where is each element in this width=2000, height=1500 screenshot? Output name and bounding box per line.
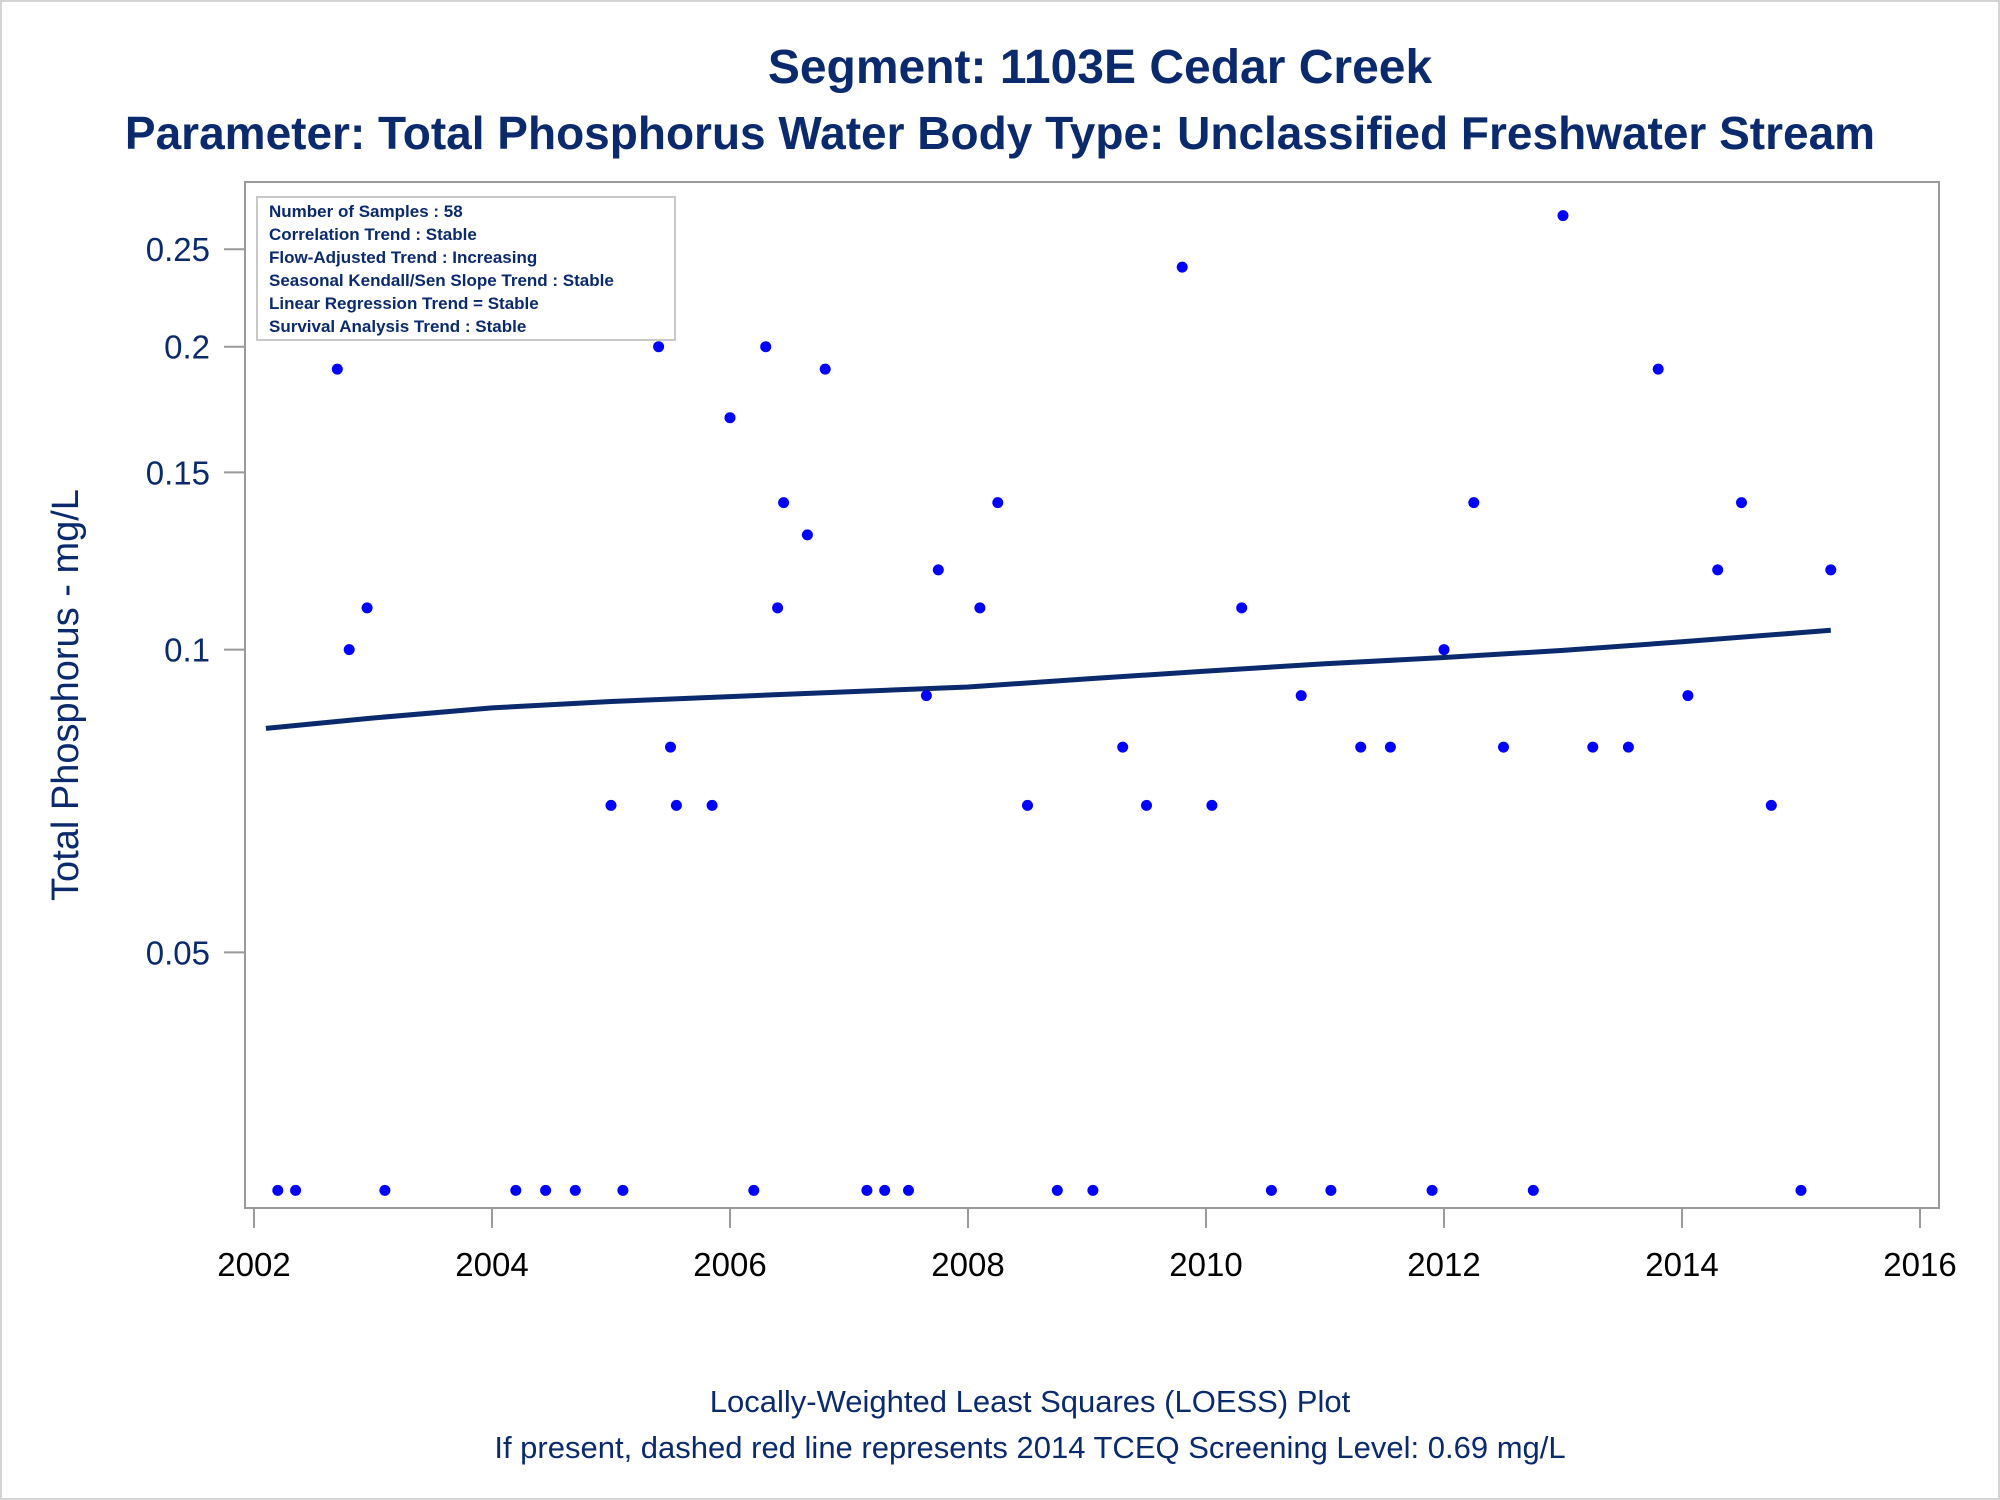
x-tick-label: 2002 (217, 1246, 290, 1283)
data-points-layer (272, 210, 1837, 1196)
data-point (331, 363, 343, 375)
data-point (653, 341, 665, 353)
data-point (1295, 690, 1307, 702)
y-tick-label: 0.25 (146, 231, 210, 268)
data-point (1384, 741, 1396, 753)
x-tick-label: 2010 (1169, 1246, 1242, 1283)
data-point (1498, 741, 1509, 753)
stats-legend-line: Linear Regression Trend = Stable (269, 294, 539, 313)
data-point (879, 1184, 891, 1196)
data-point (670, 799, 682, 811)
data-point (861, 1184, 873, 1196)
y-tick-label: 0.05 (146, 934, 210, 971)
data-point (1438, 644, 1450, 656)
x-axis: 2002 2004 2006 2008 2010 2012 2014 2016 (217, 1208, 1957, 1283)
data-point (1176, 261, 1188, 273)
footnote-method: Locally-Weighted Least Squares (LOESS) P… (709, 1384, 1351, 1419)
data-point (1087, 1184, 1099, 1196)
data-point (974, 602, 986, 614)
data-point (1825, 564, 1837, 576)
data-point (1736, 497, 1747, 509)
data-point (1557, 210, 1569, 222)
data-point (1236, 602, 1248, 614)
data-point (992, 497, 1004, 509)
y-tick-label: 0.15 (146, 454, 210, 491)
data-point (272, 1184, 284, 1196)
x-tick-label: 2012 (1407, 1246, 1480, 1283)
loess-trend-line (265, 627, 1831, 731)
data-point (1117, 741, 1129, 753)
data-point (569, 1184, 581, 1196)
data-point (1795, 1184, 1807, 1196)
data-point (343, 644, 355, 656)
data-point (1051, 1184, 1063, 1196)
data-point (1325, 1184, 1337, 1196)
x-tick-label: 2004 (455, 1246, 528, 1283)
stats-legend-line: Number of Samples : 58 (269, 202, 463, 221)
data-point (1622, 741, 1634, 753)
y-tick-label: 0.2 (164, 329, 210, 366)
data-point (903, 1184, 914, 1196)
loess-trend-layer (265, 627, 1831, 731)
data-point (1022, 799, 1033, 811)
data-point (1355, 741, 1367, 753)
data-point (1587, 741, 1599, 753)
data-point (540, 1184, 552, 1196)
data-point (379, 1184, 391, 1196)
data-point (1468, 497, 1480, 509)
stats-legend-line: Correlation Trend : Stable (269, 225, 477, 244)
data-point (819, 363, 831, 375)
x-tick-label: 2014 (1645, 1246, 1718, 1283)
chart-subtitle: Parameter: Total Phosphorus Water Body T… (124, 107, 1876, 159)
data-point (1765, 799, 1777, 811)
stats-legend-line: Flow-Adjusted Trend : Increasing (269, 248, 537, 267)
data-point (665, 741, 676, 753)
y-axis: 0.05 0.1 0.15 0.2 0.25 (146, 231, 245, 971)
data-point (1712, 564, 1724, 576)
data-point (778, 497, 790, 509)
data-point (772, 602, 784, 614)
footnote-screening-level: If present, dashed red line represents 2… (494, 1430, 1566, 1465)
data-point (605, 799, 617, 811)
x-tick-label: 2006 (693, 1246, 766, 1283)
y-tick-label: 0.1 (164, 632, 210, 669)
data-point (724, 412, 736, 424)
data-point (1682, 690, 1694, 702)
data-point (361, 602, 373, 614)
data-point (932, 564, 944, 576)
data-point (1206, 799, 1218, 811)
data-point (1652, 363, 1664, 375)
x-tick-label: 2016 (1883, 1246, 1956, 1283)
data-point (1527, 1184, 1539, 1196)
data-point (1426, 1184, 1438, 1196)
data-point (510, 1184, 522, 1196)
data-point (706, 799, 718, 811)
stats-legend-frame (256, 196, 676, 341)
data-point (748, 1184, 760, 1196)
x-tick-label: 2008 (931, 1246, 1004, 1283)
stats-legend-line: Seasonal Kendall/Sen Slope Trend : Stabl… (269, 271, 614, 290)
data-point (920, 690, 932, 702)
stats-legend-line: Survival Analysis Trend : Stable (269, 317, 526, 336)
data-point (1141, 799, 1152, 811)
data-point (760, 341, 772, 353)
data-point (290, 1184, 302, 1196)
plot-area (244, 181, 1940, 1209)
chart-title: Segment: 1103E Cedar Creek (767, 41, 1433, 94)
data-point (617, 1184, 629, 1196)
stats-legend-box: Number of Samples : 58 Correlation Trend … (256, 196, 676, 341)
y-axis-label: Total Phosphorus - mg/L (45, 489, 87, 901)
data-point (1265, 1184, 1277, 1196)
data-point (801, 529, 813, 541)
